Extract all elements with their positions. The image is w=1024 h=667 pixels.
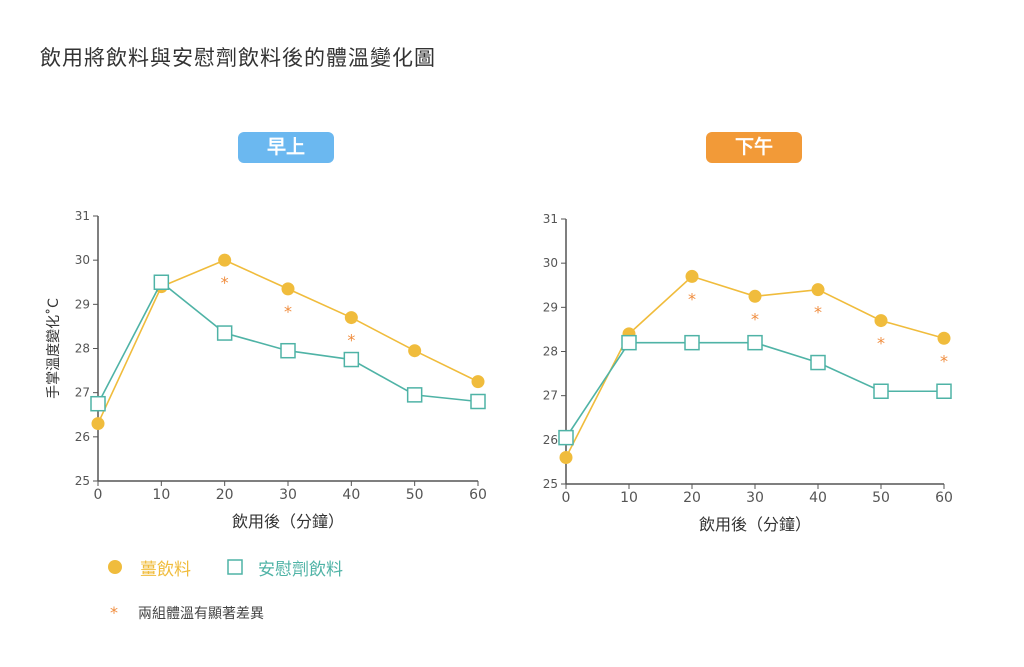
morning-x-tick-label: 10: [152, 487, 170, 503]
morning-ginger-point: [344, 311, 358, 325]
morning-x-tick-label: 50: [406, 487, 424, 503]
legend-significance-note: 兩組體溫有顯著差異: [138, 606, 264, 622]
legend-ginger-label: 薑飲料: [140, 560, 191, 580]
morning-y-tick-label: 26: [75, 430, 90, 444]
afternoon-x-axis-label: 飲用後（分鐘）: [699, 515, 811, 534]
afternoon-significance-star: *: [940, 351, 948, 370]
afternoon-ginger-point: [748, 289, 762, 303]
morning-ginger-point: [281, 282, 295, 296]
morning-y-tick-label: 30: [75, 253, 90, 267]
afternoon-placebo-point: [873, 383, 889, 399]
legend-ginger-marker: [108, 560, 122, 574]
morning-placebo-point: [153, 274, 170, 290]
afternoon-x-tick-label: 10: [620, 490, 638, 506]
afternoon-x-tick-label: 50: [872, 490, 890, 506]
afternoon-ginger-point: [937, 331, 951, 345]
afternoon-placebo-point: [747, 334, 763, 351]
morning-panel-badge: 早上: [238, 132, 334, 163]
morning-placebo-point: [470, 393, 486, 410]
morning-x-tick-label: 40: [342, 487, 360, 503]
afternoon-ginger-point: [811, 283, 825, 297]
afternoon-x-tick-label: 40: [809, 490, 827, 506]
morning-placebo-point: [216, 325, 233, 341]
morning-y-tick-label: 28: [75, 342, 90, 356]
morning-significance-star: *: [221, 273, 229, 292]
legend-placebo-marker: [227, 559, 243, 575]
morning-x-tick-label: 0: [94, 487, 103, 503]
afternoon-y-tick-label: 29: [543, 300, 558, 314]
morning-x-tick-label: 20: [216, 487, 234, 503]
morning-ginger-point: [471, 375, 485, 389]
morning-x-tick-label: 30: [279, 487, 297, 503]
morning-placebo-point: [406, 387, 423, 403]
afternoon-y-tick-label: 25: [543, 477, 558, 491]
morning-x-tick-label: 60: [469, 487, 487, 503]
morning-x-axis-label: 飲用後（分鐘）: [232, 512, 344, 531]
morning-y-tick-label: 31: [75, 209, 90, 223]
morning-y-tick-label: 27: [75, 386, 90, 400]
afternoon-significance-star: *: [877, 334, 885, 353]
afternoon-x-tick-label: 20: [683, 490, 701, 506]
afternoon-significance-star: *: [751, 309, 759, 328]
afternoon-significance-star: *: [814, 303, 822, 322]
morning-ginger-point: [91, 417, 105, 431]
morning-ginger-point: [218, 253, 232, 267]
morning-placebo-point: [343, 351, 360, 368]
morning-placebo-point: [280, 342, 296, 359]
morning-significance-star: *: [347, 331, 355, 350]
afternoon-placebo-point: [558, 429, 574, 446]
afternoon-ginger-point: [685, 269, 699, 283]
morning-y-tick-label: 25: [75, 474, 90, 488]
afternoon-panel-badge: 下午: [706, 132, 802, 163]
page-title: 飲用將飲料與安慰劑飲料後的體溫變化圖: [40, 46, 436, 70]
afternoon-significance-star: *: [688, 289, 696, 308]
afternoon-y-tick-label: 31: [543, 212, 558, 226]
afternoon-x-tick-label: 30: [746, 490, 764, 506]
afternoon-ginger-point: [874, 314, 888, 328]
afternoon-y-tick-label: 27: [543, 389, 558, 403]
morning-ginger-point: [408, 344, 422, 358]
afternoon-placebo-point: [684, 334, 700, 351]
legend-placebo-label: 安慰劑飲料: [258, 560, 343, 580]
morning-placebo-point: [90, 395, 106, 412]
afternoon-y-tick-label: 26: [543, 433, 558, 447]
afternoon-ginger-point: [559, 451, 573, 464]
morning-significance-star: *: [284, 302, 292, 321]
afternoon-x-tick-label: 60: [935, 490, 953, 506]
afternoon-placebo-point: [621, 334, 637, 351]
afternoon-y-tick-label: 30: [543, 256, 558, 270]
afternoon-ginger-line: [565, 275, 945, 458]
afternoon-x-tick-label: 0: [562, 490, 571, 506]
morning-y-axis-label: 手掌溫度變化˚C: [45, 298, 62, 399]
afternoon-y-tick-label: 28: [543, 345, 558, 359]
morning-y-tick-label: 29: [75, 297, 90, 311]
afternoon-placebo-point: [810, 354, 826, 371]
afternoon-placebo-point: [936, 383, 952, 399]
legend-significance-star: *: [110, 603, 118, 622]
